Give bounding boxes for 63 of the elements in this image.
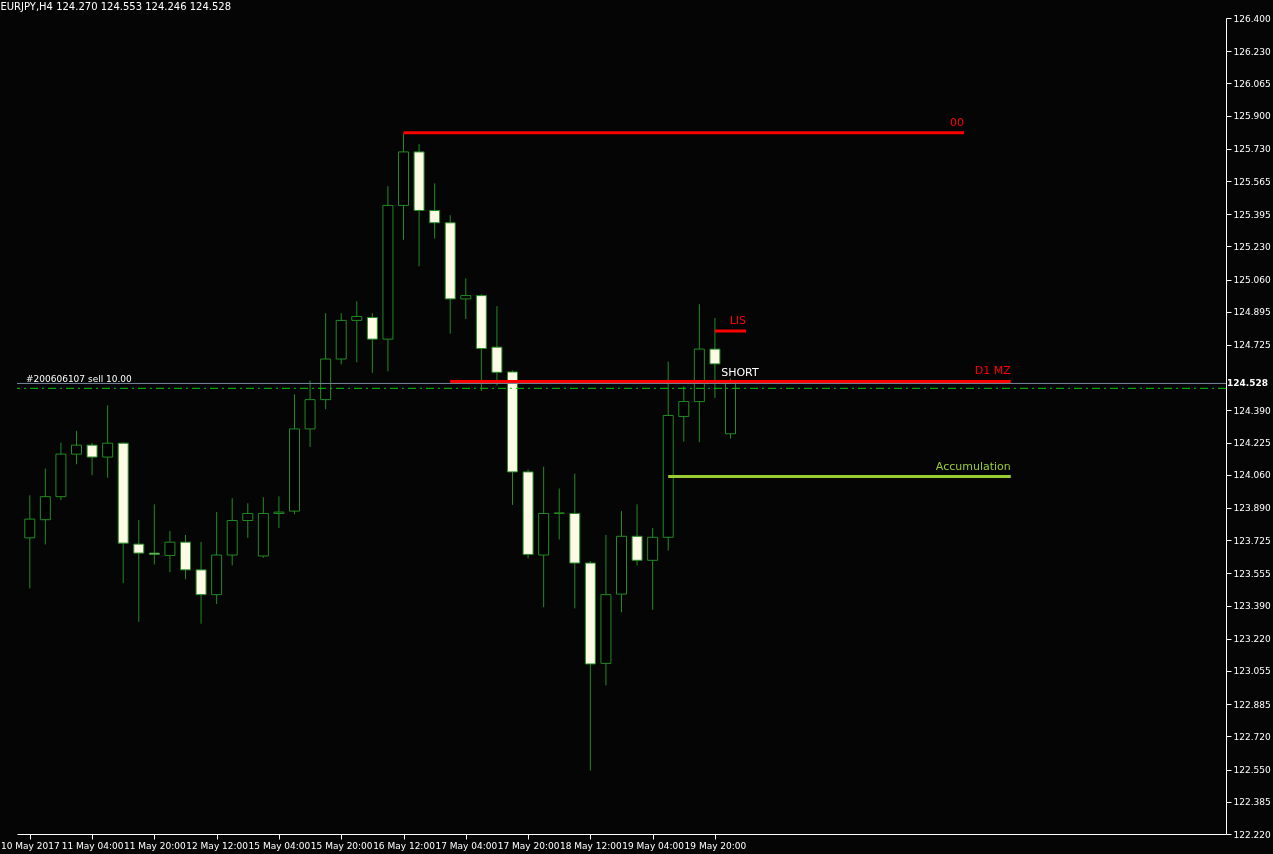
- y-tick-label: 125.060: [1233, 275, 1271, 286]
- candlestick: [678, 385, 690, 443]
- y-tick-label: 122.220: [1233, 829, 1271, 840]
- y-tick-label: 125.395: [1233, 209, 1271, 220]
- series-label: Accumulation: [935, 459, 1011, 473]
- y-tick-label: 124.390: [1233, 405, 1271, 416]
- candlestick: [429, 182, 441, 240]
- candlestick: [709, 317, 721, 399]
- candlestick: [553, 487, 565, 541]
- y-tick-label: 126.065: [1233, 78, 1271, 89]
- candlestick: [102, 404, 114, 479]
- y-tick-label: 124.895: [1233, 307, 1271, 318]
- y-tick-label: 123.390: [1233, 601, 1271, 612]
- y-tick-label: 125.230: [1233, 241, 1271, 252]
- x-tick-label: 17 May 20:00: [497, 840, 560, 851]
- series-label: LIS: [729, 313, 747, 327]
- candlestick: [273, 495, 285, 529]
- candlestick: [86, 442, 98, 476]
- x-tick-label: 12 May 12:00: [186, 840, 249, 851]
- ref-line-label: 124.528: [1227, 378, 1268, 389]
- x-tick-label: 11 May 04:00: [61, 840, 124, 851]
- candlestick: [366, 312, 378, 374]
- series-label: 00: [950, 115, 965, 129]
- x-tick-label: 10 May 2017: [0, 840, 60, 851]
- x-tick-label: 19 May 04:00: [622, 840, 685, 851]
- y-tick-label: 122.720: [1233, 731, 1271, 742]
- y-tick-label: 123.055: [1233, 666, 1271, 677]
- x-tick-label: 17 May 04:00: [435, 840, 498, 851]
- candlestick: [71, 430, 82, 465]
- x-tick-label: 18 May 12:00: [560, 840, 622, 851]
- candlestick: [242, 502, 254, 539]
- y-tick-label: 124.060: [1233, 470, 1271, 481]
- candlestick: [148, 503, 160, 565]
- series-label: D1 MZ: [974, 364, 1012, 378]
- y-tick-label: 124.725: [1233, 340, 1271, 351]
- candlestick: [133, 519, 145, 623]
- y-tick-label: 123.890: [1233, 503, 1271, 514]
- y-tick-label: 122.885: [1233, 699, 1271, 710]
- x-tick-label: 15 May 04:00: [248, 840, 311, 851]
- x-tick-label: 19 May 20:00: [684, 840, 747, 851]
- candlestick: [647, 527, 659, 611]
- candlestick: [351, 300, 363, 363]
- x-tick-label: 16 May 12:00: [373, 840, 436, 851]
- chart-title: EURJPY,H4 124.270 124.553 124.246 124.528: [0, 1, 232, 12]
- x-tick-label: 15 May 20:00: [310, 840, 373, 851]
- candlestick: [39, 468, 51, 545]
- ref-line-label: #200606107 sell 10.00: [26, 374, 133, 385]
- y-tick-label: 122.385: [1233, 797, 1271, 808]
- candlestick: [460, 277, 472, 320]
- candlestick: [164, 530, 176, 573]
- y-tick-label: 123.555: [1233, 568, 1271, 579]
- y-tick-label: 123.725: [1233, 535, 1271, 546]
- candlestick: [24, 494, 36, 589]
- x-tick-label: 11 May 20:00: [124, 840, 186, 851]
- y-tick-label: 124.225: [1233, 438, 1271, 449]
- annotation: SHORT: [721, 366, 759, 380]
- y-tick-label: 126.400: [1233, 13, 1271, 24]
- y-tick-label: 122.550: [1233, 765, 1271, 776]
- y-tick-label: 125.730: [1233, 144, 1271, 155]
- y-tick-label: 123.220: [1233, 634, 1271, 645]
- y-tick-label: 126.230: [1233, 46, 1271, 57]
- y-tick-label: 125.900: [1233, 111, 1271, 122]
- y-tick-label: 125.565: [1233, 176, 1271, 187]
